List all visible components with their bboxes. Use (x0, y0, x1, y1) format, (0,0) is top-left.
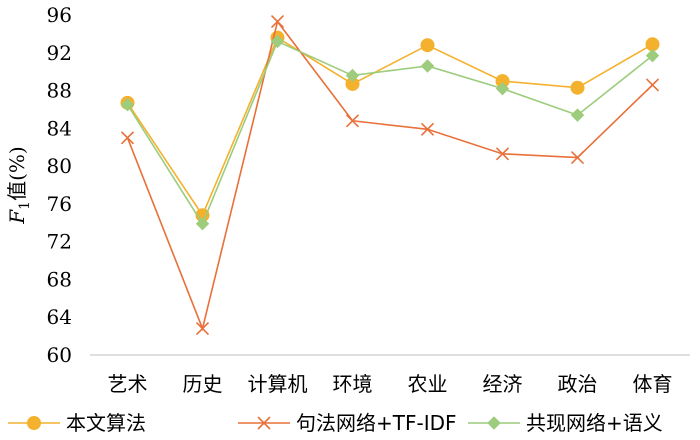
data-point (495, 81, 510, 96)
data-point (570, 151, 585, 165)
legend-item: 共现网络+语义 (468, 411, 663, 435)
legend-item: 本文算法 (8, 411, 146, 435)
data-point (645, 78, 660, 92)
x-tick-label: 体育 (633, 372, 673, 396)
series-line (126, 36, 653, 217)
y-tick-label: 84 (47, 116, 72, 140)
x-tick-label: 艺术 (108, 372, 148, 396)
data-point (570, 80, 585, 95)
data-point (645, 48, 660, 63)
x-tick-label: 历史 (183, 372, 223, 396)
legend-label: 共现网络+语义 (526, 411, 663, 435)
series-1 (120, 15, 660, 336)
data-point (495, 147, 510, 161)
data-point (120, 131, 135, 145)
legend-item: 句法网络+TF-IDF (238, 411, 457, 435)
data-point (120, 98, 135, 112)
x-tick-label: 政治 (558, 372, 598, 396)
data-point (345, 114, 360, 128)
data-point (270, 34, 285, 49)
x-tick-label: 农业 (408, 372, 448, 396)
series-line (126, 19, 654, 332)
series-0 (120, 30, 660, 223)
series-line (126, 40, 653, 226)
data-point (570, 108, 585, 122)
series-layer (120, 15, 660, 336)
data-point (195, 217, 210, 231)
y-axis-ticks: 60 64 68 72 76 80 84 88 92 96 (47, 3, 72, 367)
data-point (195, 321, 210, 336)
legend-label: 句法网络+TF-IDF (296, 411, 457, 435)
x-tick-label: 计算机 (248, 372, 308, 396)
x-tick-label: 经济 (483, 372, 523, 396)
data-point (270, 15, 285, 29)
y-axis-title: F1值(%) (5, 146, 33, 224)
y-tick-label: 68 (47, 267, 72, 291)
data-point (420, 122, 435, 136)
y-axis-label: F1值(%) (5, 146, 33, 224)
data-point (420, 59, 435, 73)
legend-marker (27, 416, 41, 430)
y-tick-label: 60 (47, 343, 72, 367)
data-point (345, 68, 360, 83)
y-tick-label: 96 (47, 3, 72, 27)
x-tick-label: 环境 (333, 372, 373, 396)
y-tick-label: 64 (47, 305, 72, 329)
legend: 本文算法 句法网络+TF-IDF 共现网络+语义 (8, 411, 663, 435)
legend-marker (257, 416, 271, 430)
x-axis-ticks: 艺术 历史 计算机 环境 农业 经济 政治 体育 (108, 372, 673, 396)
y-tick-label: 80 (47, 154, 72, 178)
y-tick-label: 92 (47, 41, 72, 65)
y-tick-label: 72 (47, 230, 72, 254)
legend-marker (487, 416, 501, 430)
y-tick-label: 76 (47, 192, 72, 216)
data-point (420, 38, 435, 53)
series-2 (120, 34, 660, 231)
legend-label: 本文算法 (66, 411, 146, 435)
data-point (645, 37, 660, 52)
y-tick-label: 88 (47, 79, 72, 103)
